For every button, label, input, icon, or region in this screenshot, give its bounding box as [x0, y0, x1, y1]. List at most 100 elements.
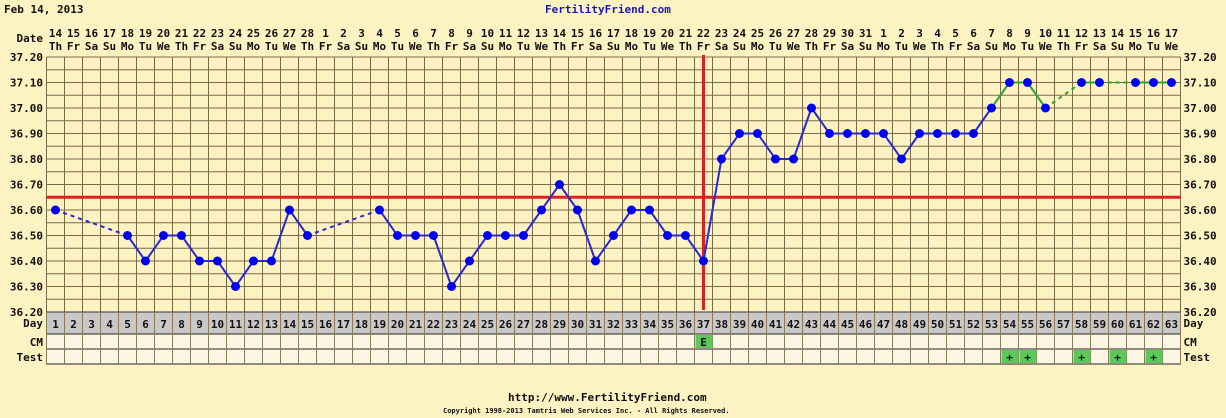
day-row-label-left: Day: [23, 317, 43, 330]
weekday-label: We: [535, 40, 549, 53]
cm-row-label-left: CM: [30, 336, 44, 349]
date-label: 15: [571, 27, 584, 40]
date-label: 25: [751, 27, 764, 40]
date-label: 1: [322, 27, 329, 40]
date-label: 18: [121, 27, 134, 40]
date-label: 29: [823, 27, 836, 40]
site-title-link[interactable]: FertilityFriend.com: [545, 3, 671, 16]
weekday-label: We: [1039, 40, 1053, 53]
temperature-line: [648, 209, 669, 237]
day-number-label: 5: [124, 318, 131, 331]
weekday-label: Tu: [769, 40, 782, 53]
weekday-label: We: [157, 40, 171, 53]
day-number-label: 41: [769, 318, 783, 331]
temperature-point: [843, 129, 852, 138]
temperature-line: [540, 183, 561, 211]
day-number-label: 21: [409, 318, 423, 331]
date-label: 12: [517, 27, 530, 40]
weekday-label: Sa: [841, 40, 854, 53]
test-marker-label: +: [1150, 351, 1157, 364]
y-tick-label-left: 37.10: [10, 77, 43, 90]
day-number-label: 1: [52, 318, 59, 331]
temperature-line: [900, 132, 921, 160]
date-label: 3: [358, 27, 365, 40]
date-label: 5: [394, 27, 401, 40]
date-row-label: Date: [17, 32, 44, 45]
day-number-label: 54: [1003, 318, 1017, 331]
y-tick-label-left: 36.20: [10, 306, 43, 319]
day-number-label: 48: [895, 318, 908, 331]
weekday-label: Su: [481, 40, 494, 53]
temperature-point: [1131, 78, 1140, 87]
day-number-label: 56: [1039, 318, 1053, 331]
date-label: 20: [157, 27, 170, 40]
y-tick-label-left: 36.80: [10, 153, 43, 166]
weekday-label: Mo: [1129, 40, 1143, 53]
weekday-label: Th: [805, 40, 818, 53]
test-marker: [1145, 350, 1163, 363]
weekday-label: Tu: [517, 40, 530, 53]
weekday-label: Tu: [1021, 40, 1034, 53]
footer-url-link[interactable]: http://www.FertilityFriend.com: [508, 391, 707, 404]
day-number-label: 60: [1111, 318, 1124, 331]
y-tick-label-right: 36.30: [1184, 281, 1217, 294]
date-label: 6: [412, 27, 419, 40]
temperature-line: [144, 234, 165, 262]
temperature-point: [159, 231, 168, 240]
temperature-point: [231, 282, 240, 291]
weekday-label: Su: [733, 40, 746, 53]
y-tick-label-right: 36.60: [1184, 204, 1217, 217]
date-label: 9: [1024, 27, 1031, 40]
weekday-label: Sa: [337, 40, 350, 53]
weekday-label: Sa: [967, 40, 980, 53]
date-label: 8: [448, 27, 455, 40]
day-row-label-right: Day: [1184, 317, 1204, 330]
weekday-label: Su: [355, 40, 368, 53]
temperature-point: [951, 129, 960, 138]
day-number-label: 32: [607, 318, 620, 331]
temperature-point: [735, 129, 744, 138]
date-label: 2: [340, 27, 347, 40]
temperature-line: [990, 81, 1011, 109]
temperature-point: [807, 103, 816, 113]
day-number-label: 44: [823, 318, 837, 331]
date-label: 2: [898, 27, 905, 40]
day-number-label: 38: [715, 318, 728, 331]
y-tick-label-right: 36.20: [1184, 306, 1217, 319]
weekday-label: Fr: [319, 40, 333, 53]
chart-date: Feb 14, 2013: [4, 3, 84, 16]
weekday-label: We: [409, 40, 423, 53]
temperature-point: [123, 231, 132, 240]
day-number-label: 58: [1075, 318, 1088, 331]
temperature-line: [468, 234, 489, 262]
date-label: 5: [952, 27, 959, 40]
date-label: 1: [880, 27, 887, 40]
date-label: 18: [625, 27, 638, 40]
weekday-label: Tu: [643, 40, 656, 53]
temperature-line: [558, 183, 579, 211]
weekday-label: Mo: [1003, 40, 1017, 53]
test-marker: [1019, 350, 1037, 363]
temperature-point: [429, 231, 438, 240]
day-number-label: 42: [787, 318, 800, 331]
y-tick-label-right: 36.70: [1184, 179, 1217, 192]
weekday-label: Th: [553, 40, 566, 53]
test-marker: [1073, 350, 1091, 363]
weekday-label: Th: [1057, 40, 1070, 53]
weekday-label: Su: [859, 40, 872, 53]
temperature-line: [810, 107, 831, 135]
day-number-label: 35: [661, 318, 674, 331]
temperature-line: [756, 132, 777, 160]
date-label: 16: [589, 27, 603, 40]
day-number-label: 8: [178, 318, 185, 331]
date-label: 22: [193, 27, 206, 40]
date-label: 28: [301, 27, 314, 40]
weekday-label: We: [1165, 40, 1179, 53]
day-number-label: 47: [877, 318, 890, 331]
date-label: 20: [661, 27, 674, 40]
weekday-label: Mo: [751, 40, 765, 53]
temperature-point: [285, 205, 294, 215]
date-label: 26: [769, 27, 783, 40]
temperature-point: [879, 129, 888, 138]
y-tick-label-left: 36.30: [10, 281, 43, 294]
